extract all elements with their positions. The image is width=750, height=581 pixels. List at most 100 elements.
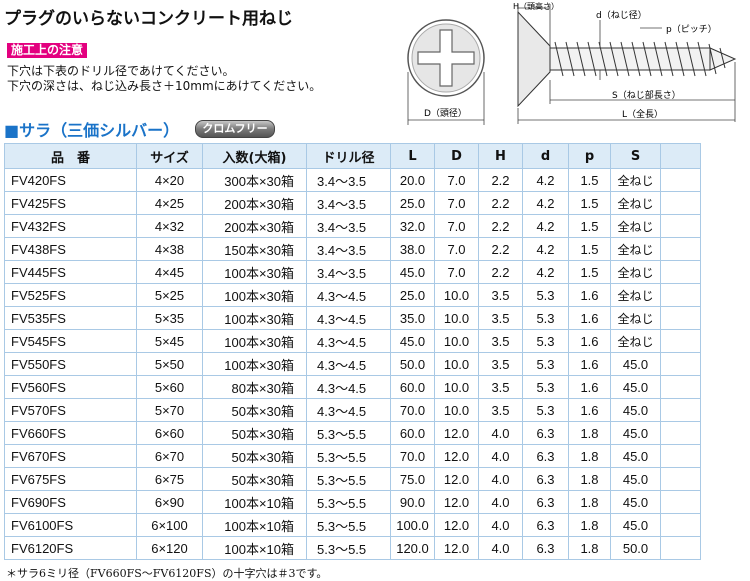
- table-cell: 6.3: [522, 490, 569, 514]
- table-cell: 45.0: [610, 467, 661, 491]
- table-cell: 6×90: [136, 490, 203, 514]
- table-cell: 4.3～4.5: [306, 352, 391, 376]
- table-cell: 4.2: [522, 191, 569, 215]
- table-cell: FV550FS: [4, 352, 137, 376]
- table-cell: 4.0: [478, 444, 523, 468]
- table-cell: 7.0: [434, 191, 479, 215]
- table-cell: FV690FS: [4, 490, 137, 514]
- table-cell: 1.6: [568, 283, 611, 307]
- table-cell: 7.0: [434, 214, 479, 238]
- table-cell-empty: [660, 214, 701, 238]
- table-cell: 32.0: [390, 214, 435, 238]
- table-cell: 4.3～4.5: [306, 375, 391, 399]
- table-row: FV6100FS 6×100 100本×10箱 5.3～5.5 100.0 12.0 4.0…: [4, 513, 701, 537]
- table-cell: 12.0: [434, 513, 479, 537]
- column-header: 品 番: [4, 143, 137, 169]
- table-cell: 1.6: [568, 329, 611, 353]
- table-cell: 4.0: [478, 490, 523, 514]
- table-cell: 50.0: [610, 536, 661, 560]
- table-cell: 200本×30箱: [202, 191, 307, 215]
- table-cell: 100本×10箱: [202, 513, 307, 537]
- thread-diameter-label: d（ねじ径）: [596, 9, 647, 21]
- column-header: S: [610, 143, 661, 169]
- table-cell-empty: [660, 536, 701, 560]
- table-cell: 150本×30箱: [202, 237, 307, 261]
- table-cell-empty: [660, 168, 701, 192]
- table-cell: 45.0: [610, 398, 661, 422]
- caution-badge: 施工上の注意: [7, 43, 88, 58]
- column-header: L: [390, 143, 435, 169]
- table-cell: 2.2: [478, 260, 523, 284]
- table-cell: 7.0: [434, 260, 479, 284]
- table-cell: 50.0: [390, 352, 435, 376]
- table-cell: 6×60: [136, 421, 203, 445]
- section-title: ■サラ（三価シルバー）: [4, 121, 180, 140]
- table-row: FV570FS 5×70 50本×30箱 4.3～4.5 70.0 10.0 3.5 5.3 1…: [4, 398, 701, 422]
- table-cell: 4.2: [522, 168, 569, 192]
- table-cell: 4.0: [478, 421, 523, 445]
- table-cell: 4.0: [478, 536, 523, 560]
- table-cell: 100本×10箱: [202, 490, 307, 514]
- table-cell: 300本×30箱: [202, 168, 307, 192]
- table-cell: 4.0: [478, 467, 523, 491]
- table-cell: 1.8: [568, 444, 611, 468]
- table-cell: 3.4～3.5: [306, 260, 391, 284]
- table-row: FV690FS 6×90 100本×10箱 5.3～5.5 90.0 12.0 4.0 6.3…: [4, 490, 701, 514]
- table-cell: 4×32: [136, 214, 203, 238]
- table-cell: 5×50: [136, 352, 203, 376]
- table-cell: 5.3～5.5: [306, 467, 391, 491]
- table-cell: 90.0: [390, 490, 435, 514]
- table-row: FV545FS 5×45 100本×30箱 4.3～4.5 45.0 10.0 3.5 5.3…: [4, 329, 701, 353]
- table-cell: 4×20: [136, 168, 203, 192]
- table-cell: FV660FS: [4, 421, 137, 445]
- table-cell-empty: [660, 329, 701, 353]
- table-cell-empty: [660, 398, 701, 422]
- table-cell: 60.0: [390, 421, 435, 445]
- table-row: FV525FS 5×25 100本×30箱 4.3～4.5 25.0 10.0 3.5 5.3…: [4, 283, 701, 307]
- table-cell: 45.0: [610, 444, 661, 468]
- table-cell: 1.8: [568, 513, 611, 537]
- table-cell: 100本×30箱: [202, 283, 307, 307]
- table-cell: 4.0: [478, 513, 523, 537]
- table-cell: 80本×30箱: [202, 375, 307, 399]
- table-cell: FV420FS: [4, 168, 137, 192]
- table-cell: 4.3～4.5: [306, 306, 391, 330]
- table-cell: 5.3: [522, 306, 569, 330]
- table-cell-empty: [660, 375, 701, 399]
- table-cell: 1.6: [568, 398, 611, 422]
- table-cell: 1.5: [568, 191, 611, 215]
- table-cell: 5×35: [136, 306, 203, 330]
- table-cell: 25.0: [390, 191, 435, 215]
- table-cell: 全ねじ: [610, 306, 661, 330]
- table-cell: 10.0: [434, 398, 479, 422]
- table-cell: 5.3: [522, 329, 569, 353]
- table-cell: 6.3: [522, 467, 569, 491]
- table-cell: 4×25: [136, 191, 203, 215]
- table-cell: FV545FS: [4, 329, 137, 353]
- table-cell: 45.0: [610, 375, 661, 399]
- table-cell: 2.2: [478, 214, 523, 238]
- note-drill-hole: 下穴は下表のドリル径であけてください。: [7, 64, 235, 78]
- table-cell: 100本×30箱: [202, 306, 307, 330]
- note-hole-depth: 下穴の深さは、ねじ込み長さ＋10mmにあけてください。: [7, 79, 322, 93]
- table-cell: 5.3～5.5: [306, 444, 391, 468]
- screw-head-top-view: [407, 19, 485, 97]
- table-cell: 6×70: [136, 444, 203, 468]
- table-cell: 1.8: [568, 467, 611, 491]
- table-cell: 45.0: [610, 513, 661, 537]
- table-cell: 20.0: [390, 168, 435, 192]
- column-header: ドリル径: [306, 143, 391, 169]
- table-cell: 10.0: [434, 329, 479, 353]
- table-cell-empty: [660, 444, 701, 468]
- table-cell: 12.0: [434, 490, 479, 514]
- table-cell: 45.0: [610, 421, 661, 445]
- table-cell: 100本×30箱: [202, 352, 307, 376]
- table-cell: 4.3～4.5: [306, 398, 391, 422]
- table-row: FV550FS 5×50 100本×30箱 4.3～4.5 50.0 10.0 3.5 5.3…: [4, 352, 701, 376]
- table-cell: 70.0: [390, 444, 435, 468]
- table-cell: 1.5: [568, 260, 611, 284]
- table-cell: FV535FS: [4, 306, 137, 330]
- table-cell: 1.6: [568, 306, 611, 330]
- table-cell: 50本×30箱: [202, 444, 307, 468]
- table-cell-empty: [660, 490, 701, 514]
